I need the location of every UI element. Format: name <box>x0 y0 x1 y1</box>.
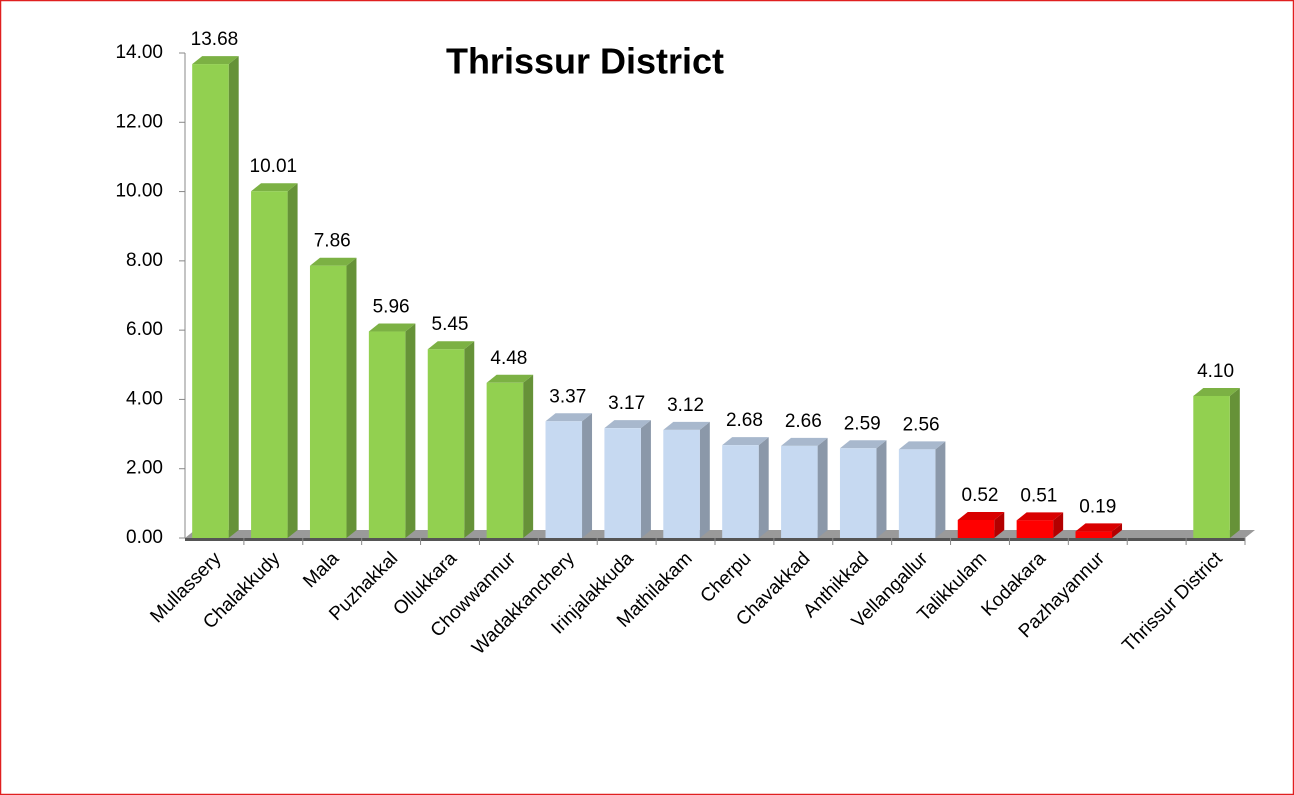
bar-top <box>722 437 769 446</box>
bar-side <box>994 511 1005 538</box>
value-label: 4.48 <box>490 348 527 369</box>
bar-top <box>663 421 710 430</box>
bar-side <box>699 421 710 538</box>
value-label: 7.86 <box>314 231 351 252</box>
bar-top <box>898 441 946 450</box>
bar <box>1193 395 1230 538</box>
y-tick-label: 4.00 <box>126 388 163 409</box>
value-label: 2.66 <box>785 411 822 432</box>
bar-side <box>935 441 946 538</box>
bar <box>1075 531 1113 538</box>
value-label: 3.37 <box>549 386 586 407</box>
bar-top <box>486 374 534 383</box>
bar-side <box>640 420 651 538</box>
value-label: 2.59 <box>844 413 881 434</box>
bar <box>781 445 818 538</box>
bar <box>486 382 524 538</box>
value-label: 0.52 <box>962 485 999 506</box>
value-label: 2.68 <box>726 410 763 431</box>
bar <box>192 64 229 538</box>
bar-top <box>251 183 298 192</box>
chart-title: Thrissur District <box>446 41 724 82</box>
value-label: 0.19 <box>1079 496 1116 517</box>
y-tick-label: 12.00 <box>115 111 163 132</box>
value-label: 13.68 <box>191 29 239 50</box>
value-label: 5.45 <box>432 314 469 335</box>
bar <box>663 429 700 538</box>
bar-top <box>427 341 475 350</box>
value-label: 0.51 <box>1020 485 1057 506</box>
bar <box>427 349 465 538</box>
bar <box>898 449 936 538</box>
y-tick-label: 8.00 <box>126 250 163 271</box>
bar-side <box>523 374 534 538</box>
bar-side <box>582 413 593 538</box>
bar <box>309 265 347 538</box>
bar-top <box>604 420 651 429</box>
bar-side <box>876 440 887 538</box>
value-label: 5.96 <box>373 297 410 318</box>
value-label: 10.01 <box>250 156 298 177</box>
y-tick-label: 14.00 <box>115 42 163 63</box>
bar-top <box>545 413 593 422</box>
bar-top <box>781 437 828 446</box>
bar-side <box>758 437 769 538</box>
bar <box>957 519 995 538</box>
bar <box>839 448 877 538</box>
y-tick-label: 0.00 <box>126 527 163 548</box>
bar-top <box>1193 387 1240 396</box>
bar-side <box>1229 387 1240 538</box>
bar-side <box>405 323 416 538</box>
bar-top <box>1016 512 1064 521</box>
bar-side <box>287 183 298 538</box>
bar-side <box>1053 512 1064 538</box>
y-tick-label: 2.00 <box>126 458 163 479</box>
y-tick-label: 10.00 <box>115 181 163 202</box>
bar-top <box>839 440 887 449</box>
bar-side <box>1112 523 1123 538</box>
bar-side <box>346 257 357 538</box>
bar-top <box>957 511 1005 520</box>
bar-top <box>368 323 416 332</box>
value-label: 2.56 <box>903 414 940 435</box>
bar-top <box>192 56 239 65</box>
bar-side <box>228 56 239 538</box>
bar-side <box>464 341 475 538</box>
bar <box>368 331 406 538</box>
y-tick-label: 6.00 <box>126 319 163 340</box>
bar <box>1016 520 1054 538</box>
bar-top <box>309 257 357 266</box>
bar <box>545 421 583 538</box>
bar-top <box>1075 523 1123 532</box>
value-label: 3.12 <box>667 395 704 416</box>
value-label: 3.17 <box>608 393 645 414</box>
bar <box>251 191 288 538</box>
bar <box>722 445 759 538</box>
value-label: 4.10 <box>1197 361 1234 382</box>
bar-side <box>817 437 828 538</box>
bar <box>604 428 641 538</box>
